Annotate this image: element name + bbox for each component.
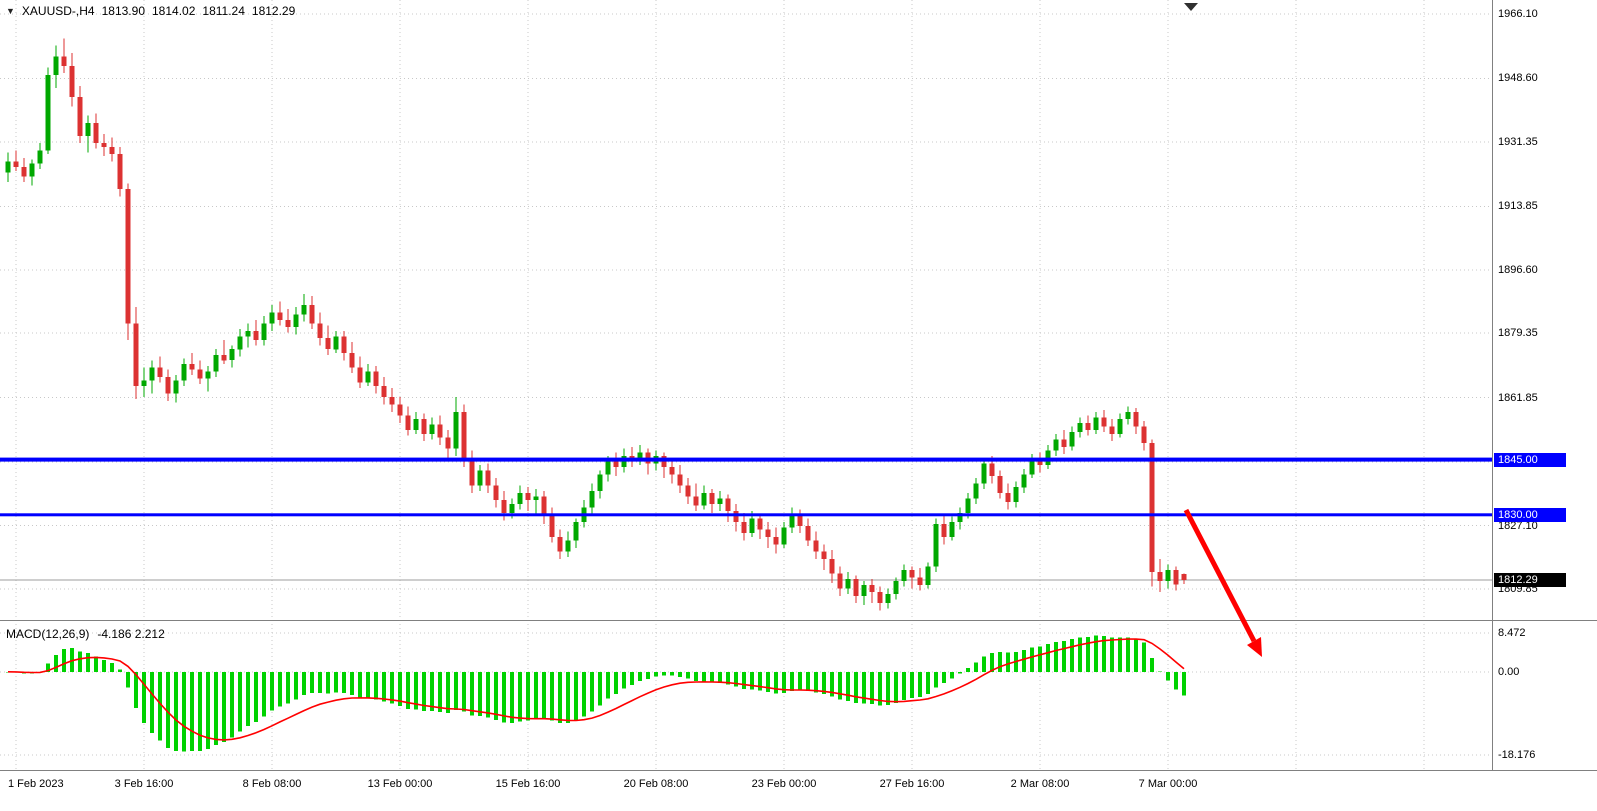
time-axis-label: 3 Feb 16:00 xyxy=(114,778,174,790)
chart-shift-marker-icon[interactable] xyxy=(1184,3,1198,11)
time-axis-label: 7 Mar 00:00 xyxy=(1138,778,1198,790)
macd-signal-line xyxy=(7,638,1185,741)
macd-values: -4.186 2.212 xyxy=(97,627,165,641)
price-axis-label: 1913.85 xyxy=(1498,200,1538,212)
time-axis-label: 13 Feb 00:00 xyxy=(367,778,433,790)
hline-price-badge: 1845.00 xyxy=(1494,453,1566,467)
symbol-dropdown-icon[interactable]: ▼ xyxy=(6,6,15,16)
macd-histogram xyxy=(6,635,1186,752)
hline-1845[interactable] xyxy=(0,457,1492,462)
time-axis-label: 8 Feb 08:00 xyxy=(242,778,302,790)
hline-1830[interactable] xyxy=(0,513,1492,517)
price-axis-label: 1931.35 xyxy=(1498,136,1538,148)
time-axis-label: 1 Feb 2023 xyxy=(8,778,64,790)
close-value: 1812.29 xyxy=(251,4,296,18)
time-axis-label: 27 Feb 16:00 xyxy=(879,778,945,790)
current-price-badge: 1812.29 xyxy=(1494,573,1566,587)
price-axis-label: 1827.10 xyxy=(1498,520,1538,532)
ohlc-info: ▼ XAUUSD-,H4 1813.90 1814.02 1811.24 1812.29 xyxy=(6,4,302,18)
time-axis-label: 23 Feb 00:00 xyxy=(751,778,817,790)
time-axis-label: 20 Feb 08:00 xyxy=(623,778,689,790)
price-axis-label: 1948.60 xyxy=(1498,72,1538,84)
macd-name: MACD(12,26,9) xyxy=(6,627,90,641)
candles-layer xyxy=(5,38,1187,611)
symbol-period: XAUUSD-,H4 xyxy=(21,4,95,18)
time-axis-label: 2 Mar 08:00 xyxy=(1010,778,1070,790)
macd-indicator-label: MACD(12,26,9) -4.186 2.212 xyxy=(6,627,173,641)
price-axis-label: 1879.35 xyxy=(1498,327,1538,339)
high-value: 1814.02 xyxy=(152,4,196,18)
price-axis-label: 1896.60 xyxy=(1498,264,1538,276)
price-axis-label: 1861.85 xyxy=(1498,392,1538,404)
macd-axis-label: 8.472 xyxy=(1498,627,1526,639)
open-value: 1813.90 xyxy=(101,4,145,18)
hline-price-badge: 1830.00 xyxy=(1494,508,1566,522)
trend-arrow[interactable] xyxy=(1183,508,1262,657)
macd-axis-label: 0.00 xyxy=(1498,666,1520,678)
macd-axis-label: -18.176 xyxy=(1498,749,1536,761)
time-axis[interactable]: 1 Feb 2023 3 Feb 16:00 8 Feb 08:00 13 Feb 0… xyxy=(0,772,1597,798)
low-value: 1811.24 xyxy=(202,4,245,18)
time-axis-label: 15 Feb 16:00 xyxy=(495,778,561,790)
price-axis[interactable]: 1966.10 1948.60 1931.35 1913.85 1896.60 1879.… xyxy=(1492,0,1597,772)
price-axis-label: 1966.10 xyxy=(1498,8,1538,20)
